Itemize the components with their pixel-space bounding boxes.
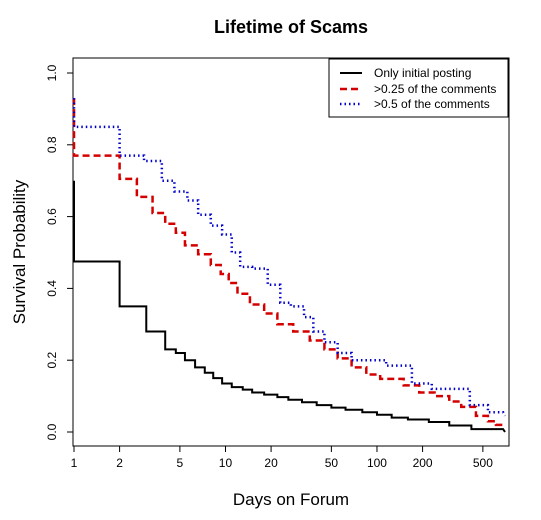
x-tick-label-5: 5	[177, 456, 184, 470]
x-tick-label-100: 100	[367, 456, 387, 470]
y-tick-label-0: 0.0	[45, 423, 59, 440]
legend-label-series-3: >0.5 of the comments	[374, 97, 490, 111]
legend: Only initial posting >0.25 of the commen…	[328, 58, 509, 118]
x-axis-title: Days on Forum	[233, 490, 349, 509]
y-tick-label-4: 0.8	[45, 136, 59, 153]
x-tick-label-50: 50	[325, 456, 339, 470]
x-tick-label-20: 20	[264, 456, 278, 470]
legend-label-series-2: >0.25 of the comments	[374, 82, 496, 96]
series-layer	[72, 98, 507, 433]
series-line-2	[72, 98, 505, 427]
y-tick-label-1: 0.2	[45, 352, 59, 369]
y-tick-label-3: 0.6	[45, 208, 59, 225]
x-tick-label-200: 200	[413, 456, 433, 470]
legend-label-series-1: Only initial posting	[374, 66, 471, 80]
x-tick-label-1: 1	[71, 456, 78, 470]
legend-box	[328, 58, 509, 118]
chart-title: Lifetime of Scams	[214, 17, 368, 37]
x-tick-label-500: 500	[473, 456, 493, 470]
series-line-1	[73, 180, 506, 433]
y-axis-title: Survival Probability	[10, 179, 29, 324]
y-tick-label-5: 1.0	[45, 64, 59, 81]
y-tick-label-2: 0.4	[45, 280, 59, 297]
series-line-3	[72, 98, 507, 417]
x-tick-label-10: 10	[219, 456, 233, 470]
axes-layer: 1 2 5 10 20 50 100 200 500 0.0 0.2 0.4 0.6 0.8 1.0	[45, 64, 493, 470]
x-tick-label-2: 2	[116, 456, 123, 470]
